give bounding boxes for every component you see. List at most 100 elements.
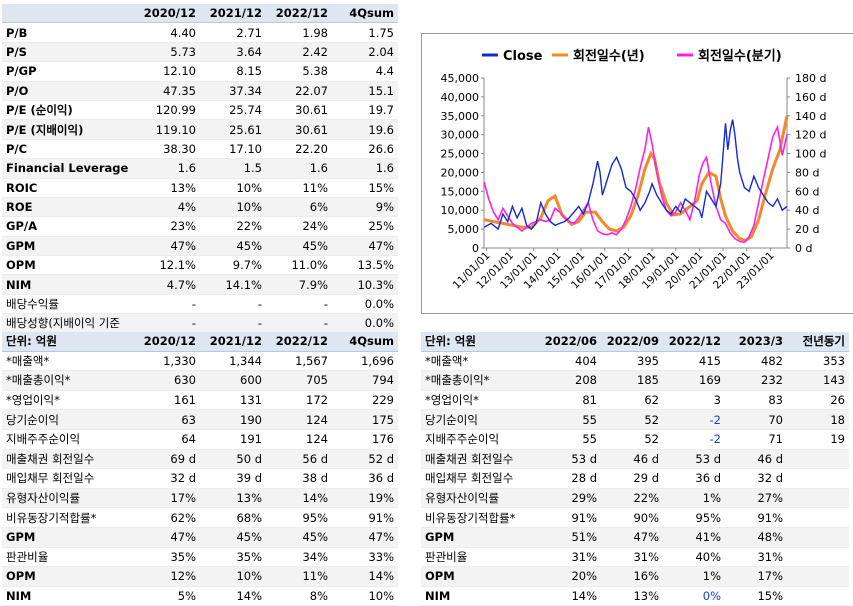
right-axis-tick-label: 100 d — [795, 148, 826, 161]
table-cell: 0.0% — [332, 313, 398, 334]
table-cell: 1.6 — [134, 158, 200, 179]
left-axis-tick-label: 25,000 — [441, 148, 480, 161]
table-cell: 1% — [663, 488, 725, 509]
row-label: 당기순이익 — [421, 409, 539, 430]
table-cell: 47% — [332, 527, 398, 548]
table-cell: 52 — [601, 409, 663, 430]
row-label: P/GP — [2, 61, 134, 82]
table-cell: 120.99 — [134, 100, 200, 121]
column-header: 전년동기 — [787, 332, 849, 352]
table-cell: 4% — [134, 197, 200, 218]
table-row: P/E (지배이익) 119.10 25.61 30.61 19.6 — [2, 119, 398, 140]
table-cell: 62 — [601, 390, 663, 411]
table-cell: 15.1 — [332, 81, 398, 101]
table-cell: 22% — [200, 216, 266, 237]
table-row: P/C 38.30 17.10 22.20 26.6 — [2, 139, 398, 160]
row-label: 매입채무 회전일수 — [421, 468, 539, 489]
table-row: NIM 14% 13% 0% 15% — [421, 586, 849, 606]
table-cell: 46 d — [725, 449, 787, 470]
table-cell: 7.9% — [266, 274, 332, 295]
row-label: P/E (순이익) — [2, 100, 134, 121]
table-cell: 39 d — [200, 468, 266, 489]
table-cell: 0% — [663, 586, 725, 606]
table-cell: 14% — [539, 586, 601, 606]
right-axis-tick-label: 60 d — [795, 185, 819, 198]
table-cell: 124 — [266, 429, 332, 450]
table-cell: 4.4 — [332, 61, 398, 82]
table-cell: 9.7% — [200, 255, 266, 276]
table-row: *영업이익* 81 62 3 83 26 — [421, 390, 849, 411]
table-cell: 17.10 — [200, 139, 266, 160]
row-label: 지배주주순이익 — [421, 429, 539, 450]
table-cell: 46 d — [601, 449, 663, 470]
table-row: *매출액* 1,330 1,344 1,567 1,696 — [2, 351, 398, 372]
table-cell — [787, 449, 849, 470]
row-label: NIM — [2, 274, 134, 295]
column-header: 2022/06 — [539, 332, 601, 352]
table-cell: 15% — [725, 586, 787, 606]
table-cell: 19.6 — [332, 119, 398, 140]
table-cell: 30.61 — [266, 119, 332, 140]
row-label: GPM — [421, 527, 539, 548]
table-cell: 83 — [725, 390, 787, 411]
table-cell: 13% — [200, 488, 266, 509]
left-axis-tick-label: 30,000 — [441, 129, 480, 142]
table-row: ROE 4% 10% 6% 9% — [2, 197, 398, 218]
header-unit-label: 단위: 억원 — [421, 332, 539, 352]
row-label: 판관비율 — [421, 547, 539, 568]
table-row: P/B 4.40 2.71 1.98 1.75 — [2, 22, 398, 43]
header-row: 단위: 억원 2022/06 2022/09 2022/12 2023/3 전년동기 — [421, 332, 849, 352]
table-cell: 5% — [134, 586, 200, 606]
table-cell: 229 — [332, 390, 398, 411]
table-cell: 95% — [266, 507, 332, 528]
table-cell: 1,330 — [134, 351, 200, 372]
table-cell: 55 — [539, 429, 601, 450]
table-cell — [787, 547, 849, 568]
table-row: GPM 47% 45% 45% 47% — [2, 236, 398, 257]
table-cell: 23% — [134, 216, 200, 237]
table-cell: 11% — [266, 566, 332, 587]
table-cell — [787, 488, 849, 509]
table-cell: 53 d — [663, 449, 725, 470]
table-cell: 55 — [539, 409, 601, 430]
table-cell: 32 d — [134, 468, 200, 489]
table-cell: 22.20 — [266, 139, 332, 160]
table-cell: 161 — [134, 390, 200, 411]
column-header: 2020/12 — [134, 4, 200, 24]
table-cell: 27% — [725, 488, 787, 509]
row-label: NIM — [421, 586, 539, 606]
table-cell: 185 — [601, 370, 663, 391]
table-cell: 10% — [332, 586, 398, 606]
table-cell: 64 — [134, 429, 200, 450]
table-cell: 175 — [332, 409, 398, 430]
table-cell: 8.15 — [200, 61, 266, 82]
annual-financials-table: 단위: 억원 2020/12 2021/12 2022/12 4Qsum *매출액* 1,3… — [2, 332, 398, 606]
row-label: P/O — [2, 81, 134, 101]
table-cell: 53 d — [539, 449, 601, 470]
table-cell: 45% — [266, 236, 332, 257]
table-cell: 4.7% — [134, 274, 200, 295]
table-row: OPM 12.1% 9.7% 11.0% 13.5% — [2, 255, 398, 276]
table-cell: 47.35 — [134, 81, 200, 101]
table-cell: 10% — [200, 566, 266, 587]
table-cell: 22.07 — [266, 81, 332, 101]
table-cell: 91% — [539, 507, 601, 528]
right-axis-tick-label: 40 d — [795, 204, 819, 217]
table-cell: 40% — [663, 547, 725, 568]
table-cell: 353 — [787, 351, 849, 372]
table-cell: 90% — [601, 507, 663, 528]
series-line-close — [483, 119, 788, 231]
table-cell: 0.0% — [332, 294, 398, 315]
valuation-ratios-table: 2020/12 2021/12 2022/12 4Qsum P/B 4.40 2.71 1.9… — [2, 4, 398, 334]
table-cell — [787, 586, 849, 606]
table-cell: 26 — [787, 390, 849, 411]
table-cell: 482 — [725, 351, 787, 372]
table-cell: 208 — [539, 370, 601, 391]
row-label: P/E (지배이익) — [2, 119, 134, 140]
table-cell: 14% — [200, 586, 266, 606]
table-cell: 47% — [134, 236, 200, 257]
table-row: *매출총이익* 630 600 705 794 — [2, 370, 398, 391]
table-cell: 1% — [663, 566, 725, 587]
table-cell: 70 — [725, 409, 787, 430]
left-axis-tick-label: 15,000 — [441, 185, 480, 198]
